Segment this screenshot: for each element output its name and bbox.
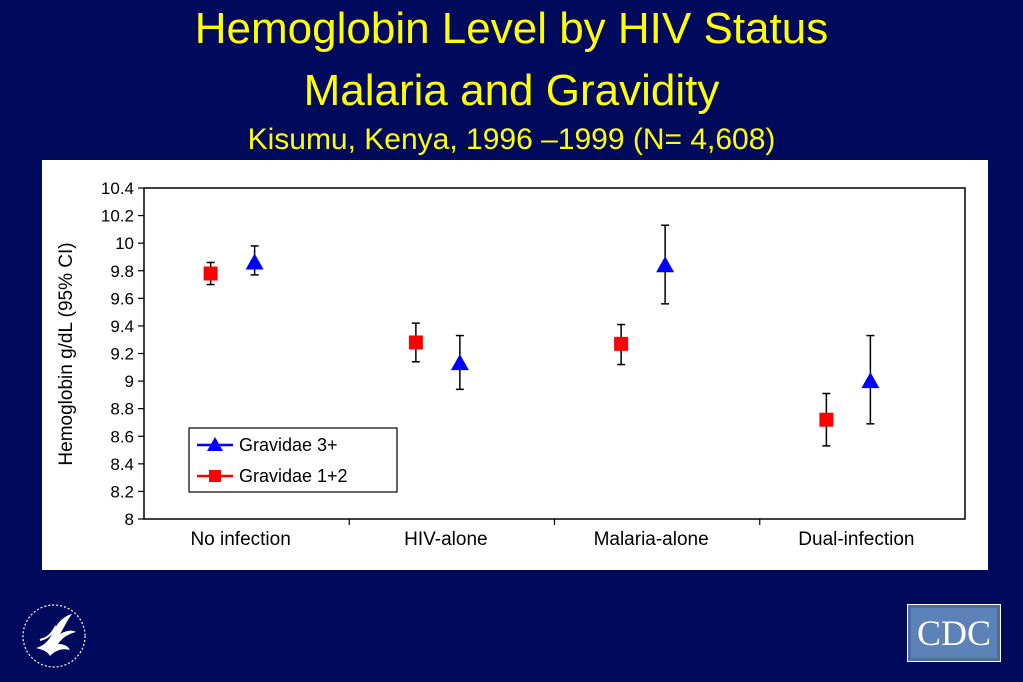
y-axis-label: Hemoglobin g/dL (95% CI): [56, 242, 77, 465]
legend-marker-square: [209, 470, 221, 482]
y-tick-label: 8.4: [110, 455, 134, 474]
chart-panel: 10.4 10.2 10 9.8 9.6 9.4 9.2 9 8.8 8.6 8.4 8.2 8 No …: [42, 160, 988, 570]
y-tick-label: 8.6: [110, 427, 134, 446]
data-point-square: [614, 336, 629, 351]
y-tick-label: 8: [125, 510, 134, 529]
page-title: Hemoglobin Level by HIV Status: [194, 4, 829, 53]
y-tick-label: 8.8: [110, 400, 134, 419]
data-point-square: [408, 335, 423, 350]
y-tick-label: 9.2: [110, 345, 134, 364]
y-tick-label: 9.4: [110, 317, 134, 336]
y-tick-label: 10.2: [101, 207, 134, 226]
page-subtitle: Kisumu, Kenya, 1996 –1999 (N= 4,608): [247, 123, 776, 156]
y-tick-label: 8.2: [110, 482, 134, 501]
hhs-eagle-seal-icon: [22, 604, 86, 668]
cdc-logo: CDC: [907, 604, 1001, 662]
data-point-triangle: [656, 256, 675, 273]
data-point-triangle: [450, 354, 469, 371]
y-tick-label: 9.6: [110, 289, 134, 308]
y-tick-label: 10: [115, 234, 134, 253]
page-title-line2: Malaria and Gravidity: [303, 66, 720, 115]
cdc-logo-text: CDC: [917, 613, 991, 653]
chart: 10.4 10.2 10 9.8 9.6 9.4 9.2 9 8.8 8.6 8.4 8.2 8 No …: [56, 179, 966, 550]
data-point-square: [203, 266, 218, 281]
legend-box: [188, 427, 398, 493]
legend-label: Gravidae 3+: [239, 435, 338, 455]
legend-label: Gravidae 1+2: [239, 466, 348, 486]
x-tick-label: Malaria-alone: [594, 529, 709, 550]
y-tick-label: 9: [125, 372, 134, 391]
x-tick-label: No infection: [190, 529, 290, 550]
legend-marker-triangle: [207, 437, 223, 451]
data-point-square: [819, 412, 834, 427]
x-tick-label: HIV-alone: [404, 529, 487, 550]
data-point-triangle: [861, 372, 880, 389]
y-tick-label: 9.8: [110, 262, 134, 281]
data-point-triangle: [245, 253, 264, 270]
y-tick-label: 10.4: [101, 179, 134, 198]
x-tick-label: Dual-infection: [798, 529, 914, 550]
